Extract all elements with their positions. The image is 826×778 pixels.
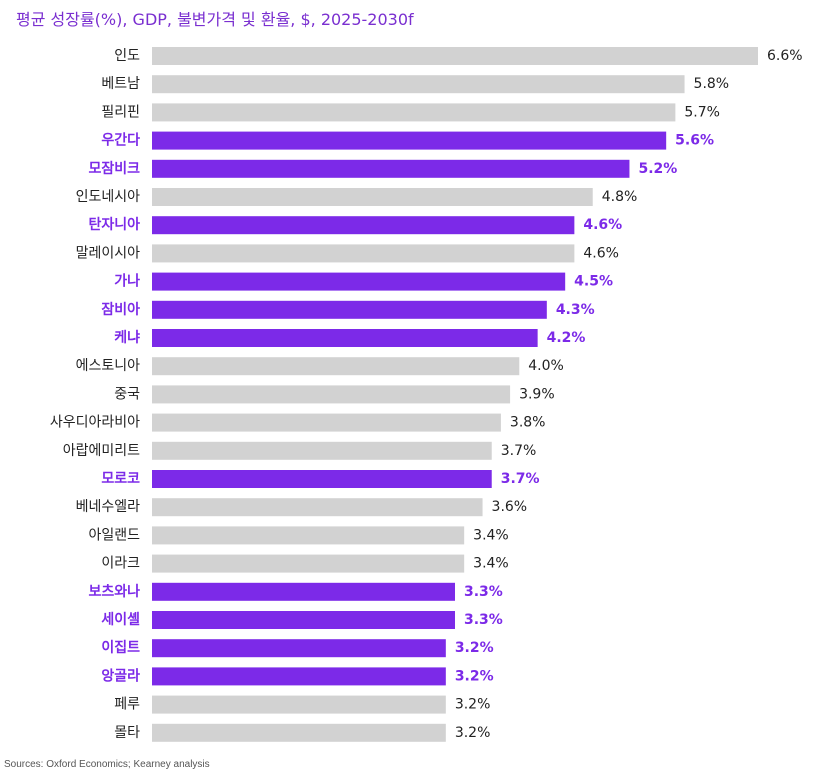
value-label: 3.3%	[464, 612, 503, 628]
value-label: 3.8%	[510, 415, 546, 431]
category-label: 우간다	[101, 132, 140, 149]
value-label: 4.0%	[528, 358, 564, 374]
bar	[152, 470, 492, 488]
category-label: 이집트	[101, 639, 140, 656]
value-label: 6.6%	[767, 48, 803, 64]
value-label: 3.2%	[455, 668, 494, 684]
bar	[152, 441, 492, 460]
value-label: 3.9%	[519, 386, 555, 402]
category-label: 베트남	[101, 76, 140, 92]
bar	[152, 244, 575, 263]
bar	[152, 554, 465, 573]
category-label: 중국	[114, 386, 140, 402]
bar	[152, 667, 446, 686]
category-label: 에스토니아	[76, 358, 141, 374]
value-label: 5.2%	[638, 161, 677, 177]
category-label: 모잠비크	[88, 160, 140, 177]
value-label: 4.6%	[583, 245, 619, 261]
value-label: 4.3%	[556, 302, 595, 318]
value-label: 5.8%	[694, 76, 730, 92]
category-label: 인도	[114, 48, 140, 64]
category-label: 앙골라	[101, 667, 140, 684]
category-label: 보츠와나	[88, 583, 140, 600]
bar	[152, 131, 667, 150]
bar	[152, 357, 520, 376]
category-label: 베네수엘라	[76, 499, 141, 515]
bar	[152, 639, 446, 658]
bar	[152, 498, 483, 517]
category-label: 아랍에미리트	[63, 443, 140, 459]
category-label: 사우디아라비아	[50, 415, 140, 431]
value-label: 4.5%	[574, 274, 613, 290]
source-note: Sources: Oxford Economics; Kearney analy…	[4, 759, 210, 770]
category-label: 페루	[114, 697, 140, 713]
bar	[152, 75, 685, 94]
bar	[152, 413, 501, 432]
value-label: 3.4%	[473, 527, 509, 543]
category-label: 세이셸	[101, 611, 140, 628]
category-label: 가나	[114, 274, 140, 290]
value-label: 3.3%	[464, 584, 503, 600]
bar	[152, 188, 593, 206]
bar	[152, 300, 547, 319]
bar	[152, 385, 511, 404]
category-label: 인도네시아	[76, 189, 141, 205]
value-label: 4.8%	[602, 189, 638, 205]
value-label: 4.6%	[583, 217, 622, 233]
category-label: 모로코	[101, 471, 140, 487]
bar	[152, 526, 465, 545]
value-label: 3.7%	[501, 471, 540, 487]
category-label: 탄자니아	[88, 216, 140, 233]
category-label: 이라크	[101, 556, 140, 572]
value-label: 5.7%	[684, 104, 720, 120]
bar	[152, 695, 446, 714]
value-label: 3.6%	[492, 499, 528, 515]
bar	[152, 272, 566, 291]
category-label: 몰타	[114, 725, 140, 741]
bar	[152, 47, 758, 65]
value-label: 5.6%	[675, 133, 714, 149]
category-label: 필리핀	[101, 104, 140, 120]
category-label: 말레이시아	[76, 245, 141, 261]
bar	[152, 103, 676, 122]
value-label: 3.2%	[455, 725, 491, 741]
category-label: 아일랜드	[88, 527, 140, 543]
value-label: 3.2%	[455, 640, 494, 656]
category-label: 잠비아	[101, 301, 140, 318]
value-label: 3.4%	[473, 556, 509, 572]
bar	[152, 723, 446, 742]
value-label: 3.2%	[455, 697, 491, 713]
category-label: 케냐	[114, 330, 140, 346]
value-label: 4.2%	[547, 330, 586, 346]
bar	[152, 216, 575, 235]
bar	[152, 329, 538, 347]
bar	[152, 159, 630, 178]
chart-title: 평균 성장률(%), GDP, 불변가격 및 환율, $, 2025-2030f	[16, 10, 414, 29]
value-label: 3.7%	[501, 443, 537, 459]
bar	[152, 611, 455, 629]
bar	[152, 582, 455, 601]
